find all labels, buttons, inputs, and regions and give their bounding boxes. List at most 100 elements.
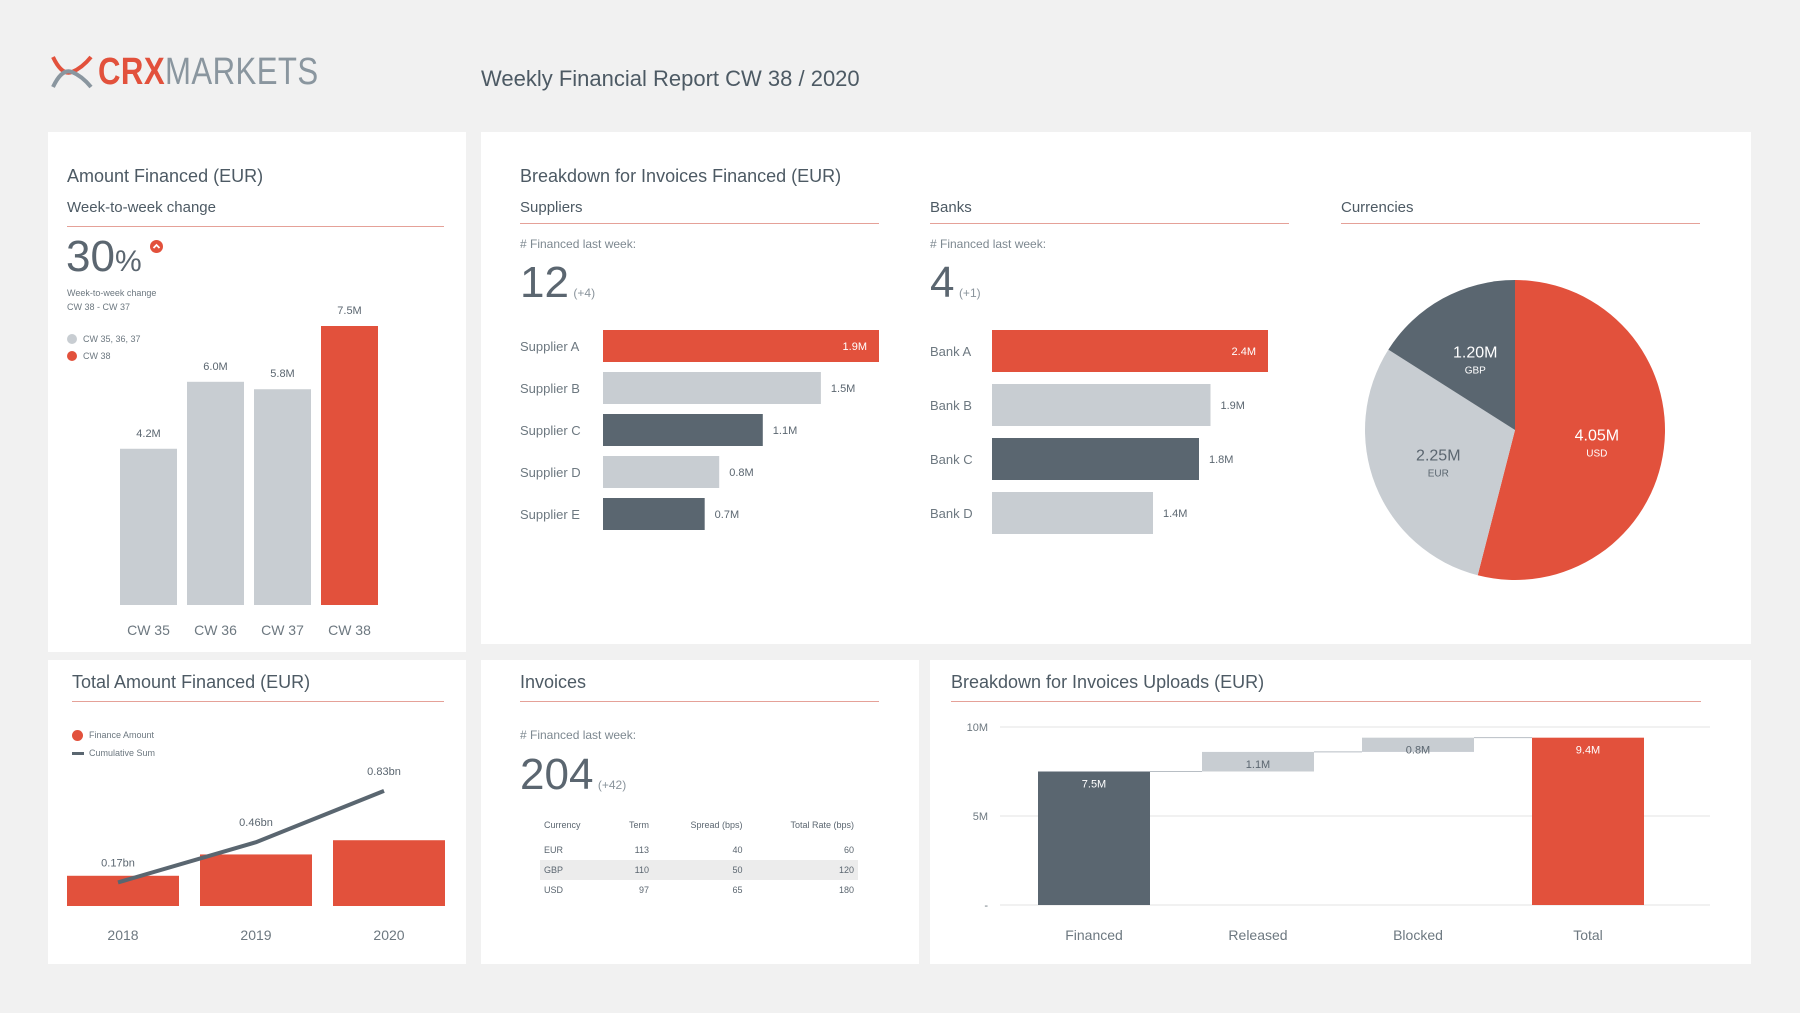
banks-financed-label: # Financed last week:: [930, 237, 1047, 251]
currencies-title: Currencies: [1341, 199, 1414, 216]
category-label: Supplier A: [520, 339, 580, 354]
banks-bar-chart: Bank A 2.4M Bank B 1.9M Bank C 1.8M Bank D 1.4M: [930, 330, 1268, 534]
x-tick-label: CW 35: [127, 622, 170, 638]
x-tick-label: CW 36: [194, 622, 237, 638]
category-label: Supplier B: [520, 381, 580, 396]
currencies-rule: [1341, 223, 1700, 224]
uploads-title: Breakdown for Invoices Uploads (EUR): [951, 672, 1265, 692]
pie-value-label: 4.05M: [1575, 427, 1619, 444]
uploads-rule: [951, 701, 1701, 702]
header-total-rate: Total Rate (bps): [790, 820, 854, 830]
category-label: Supplier D: [520, 465, 581, 480]
legend-grey-dot: [67, 333, 77, 344]
bar-value-label: 4.2M: [136, 428, 160, 440]
category-label: Supplier E: [520, 507, 580, 522]
invoices-count: 204: [520, 750, 594, 799]
x-tick-label: 2020: [373, 927, 404, 943]
bar-value-label: 6.0M: [203, 361, 227, 373]
bar-value-label: 1.1M: [1246, 759, 1270, 771]
x-tick-label: Released: [1228, 927, 1287, 943]
pie-slice-eur: [1365, 349, 1515, 576]
amount-financed-subtitle: Week-to-week change: [67, 199, 216, 216]
uploads-waterfall-chart: 10M 5M - 7.5M Financed 1.1M Released 0.8M Blocke…: [967, 722, 1710, 943]
bar-cw36: [187, 381, 244, 605]
x-tick-label: Total: [1573, 927, 1603, 943]
table-row: USD 97 65 180: [540, 880, 858, 900]
cumulative-sum-line: [117, 789, 385, 885]
suppliers-bar-chart: Supplier A 1.9M Supplier B 1.5M Supplier C 1.…: [520, 330, 879, 530]
total-legend: Finance Amount Cumulative Sum: [72, 726, 155, 762]
legend-current-label: CW 38: [83, 350, 111, 361]
category-label: Bank A: [930, 344, 972, 359]
logo-crx: CRX: [98, 51, 166, 93]
cell-currency: GBP: [540, 860, 610, 880]
pie-slice-gbp: [1388, 280, 1515, 430]
legend-red-dot: [72, 729, 83, 741]
legend-item-previous: CW 35, 36, 37: [67, 330, 141, 347]
pie-currency-label: USD: [1586, 448, 1607, 459]
bar-value-label: 7.5M: [337, 305, 361, 317]
pie-currency-label: EUR: [1428, 468, 1449, 479]
banks-title: Banks: [930, 199, 972, 216]
change-value: 30: [66, 232, 115, 281]
bar-value-label: 7.5M: [1082, 779, 1106, 791]
suppliers-financed-label: # Financed last week:: [520, 237, 637, 251]
waterfall-bar-total: [1532, 737, 1644, 905]
waterfall-bar-released: [1202, 751, 1314, 772]
logo-markets: MARKETS: [165, 51, 319, 93]
cell-total-rate: 180: [838, 885, 854, 895]
bar-supplier-e: [603, 498, 705, 530]
invoices-rule: [520, 701, 879, 702]
banks-rule: [930, 223, 1289, 224]
header-term: Term: [628, 820, 649, 830]
bar-value-label: 0.8M: [729, 467, 753, 479]
crx-logo: CRXMARKETS: [50, 50, 318, 94]
cell-spread: 40: [732, 845, 743, 855]
category-label: Bank C: [930, 452, 973, 467]
suppliers-rule: [520, 223, 879, 224]
cell-spread: 65: [732, 885, 743, 895]
cell-term: 113: [634, 845, 649, 855]
table-row: GBP 110 50 120: [540, 860, 858, 880]
cell-spread: 50: [652, 860, 747, 880]
bar-value-label: 1.4M: [1163, 508, 1187, 520]
amount-financed-title: Amount Financed (EUR): [67, 166, 264, 186]
bar-supplier-c: [603, 414, 763, 446]
x-tick-label: Financed: [1065, 927, 1123, 943]
change-caption-2: CW 38 - CW 37: [67, 302, 131, 312]
bar-bank-b: [992, 384, 1211, 426]
total-financed-title: Total Amount Financed (EUR): [72, 672, 311, 692]
pie-value-label: 2.25M: [1416, 447, 1460, 464]
cumulative-label: 0.46bn: [239, 817, 273, 829]
legend-finance-amount-label: Finance Amount: [89, 730, 155, 740]
bar-value-label: 1.5M: [831, 383, 855, 395]
bar-cw38: [321, 326, 378, 605]
change-caption-1: Week-to-week change: [67, 288, 157, 298]
total-financed-card: [48, 660, 466, 964]
pie-value-label: 1.20M: [1453, 345, 1497, 362]
invoices-card: [481, 660, 919, 964]
y-tick-label: 5M: [973, 811, 988, 823]
cumulative-label: 0.17bn: [101, 857, 135, 869]
suppliers-delta: (+4): [573, 286, 596, 300]
arrow-up-icon: [150, 240, 163, 253]
weekly-bar-chart: 4.2M CW 35 6.0M CW 36 5.8M CW 37 7.5M CW 38: [120, 305, 378, 638]
change-unit: %: [114, 245, 142, 278]
legend-red-dot: [67, 350, 77, 361]
amount-financed-rule: [67, 226, 444, 227]
bar-2019: [200, 854, 312, 906]
x-tick-label: CW 38: [328, 622, 371, 638]
bar-cw37: [254, 389, 311, 605]
invoices-count-block: 204 (+42): [520, 750, 626, 800]
x-tick-label: 2018: [107, 927, 138, 943]
currencies-pie-chart: 4.05M USD 2.25M EUR 1.20M GBP: [1365, 280, 1665, 580]
legend-line-swatch: [72, 751, 84, 755]
bar-value-label: 0.8M: [1406, 745, 1430, 757]
category-label: Bank D: [930, 506, 973, 521]
bar-value-label: 1.8M: [1209, 454, 1233, 466]
y-tick-label: 10M: [967, 722, 988, 734]
legend-item-finance-amount: Finance Amount: [72, 726, 155, 744]
invoices-delta: (+42): [597, 778, 627, 792]
table-row: EUR 113 40 60: [540, 840, 858, 860]
cumulative-label: 0.83bn: [367, 766, 401, 778]
